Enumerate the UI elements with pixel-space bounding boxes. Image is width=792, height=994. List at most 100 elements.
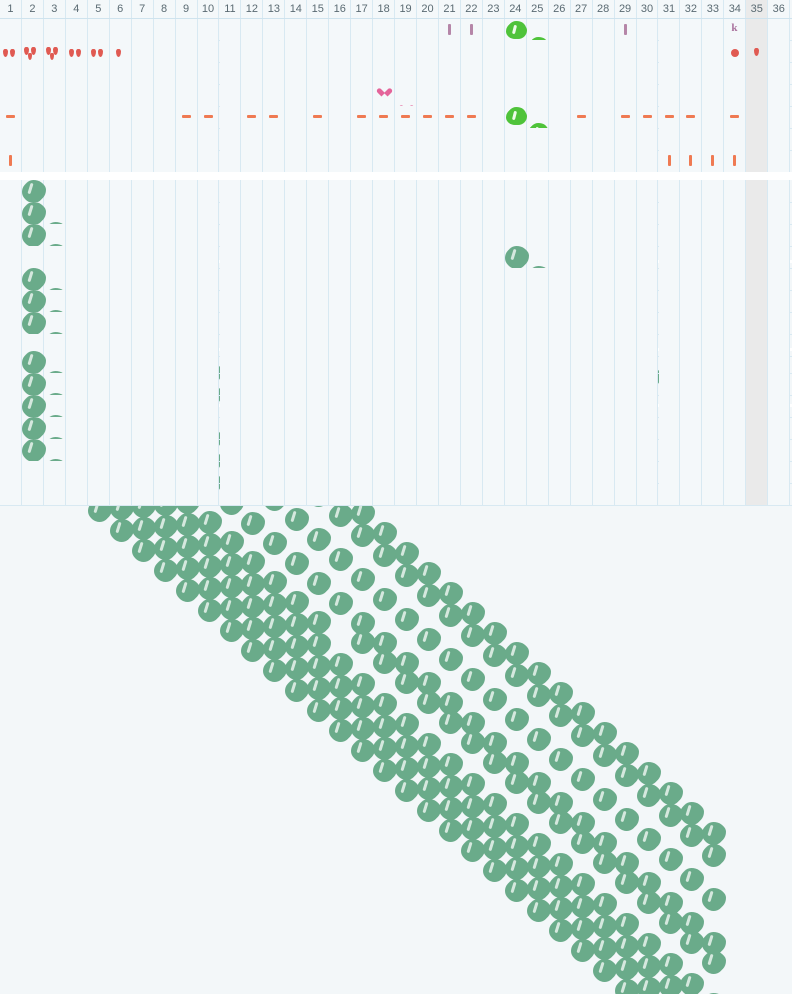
cell[interactable] [658, 128, 681, 150]
scribble-blob[interactable] [681, 803, 703, 823]
cell[interactable] [131, 62, 154, 84]
cell[interactable] [241, 373, 264, 395]
scribble-blob[interactable] [440, 712, 461, 732]
cell[interactable] [175, 128, 198, 150]
cell[interactable] [724, 373, 747, 395]
cell[interactable] [373, 40, 396, 62]
cell[interactable] [197, 224, 220, 246]
cell[interactable] [307, 246, 330, 268]
cell[interactable] [351, 84, 374, 106]
scribble-blob[interactable] [703, 952, 725, 972]
cell[interactable] [570, 439, 593, 461]
cell[interactable] [460, 202, 483, 224]
cell[interactable] [329, 483, 352, 505]
scribble-blob[interactable] [242, 552, 264, 572]
cell[interactable] [351, 334, 374, 356]
scribble-blob[interactable] [461, 669, 483, 689]
cell[interactable] [658, 439, 681, 461]
cell[interactable] [175, 224, 198, 246]
scribble-blob[interactable] [264, 594, 286, 614]
cell[interactable] [153, 373, 176, 395]
cell[interactable] [0, 19, 22, 40]
cell[interactable] [219, 395, 242, 417]
cell[interactable] [285, 246, 308, 268]
cell[interactable] [658, 40, 681, 62]
cell[interactable] [460, 417, 483, 439]
scribble-blob[interactable] [418, 629, 440, 649]
cell[interactable] [417, 128, 439, 150]
scribble-blob[interactable] [396, 672, 418, 692]
cell[interactable] [219, 334, 242, 356]
cell[interactable] [658, 19, 681, 40]
cell[interactable] [548, 290, 571, 312]
cell[interactable] [87, 224, 110, 246]
scribble-blob[interactable] [527, 900, 549, 920]
cell[interactable] [285, 19, 308, 40]
cell[interactable] [746, 268, 769, 290]
cell[interactable] [680, 150, 703, 172]
cell[interactable] [482, 224, 505, 246]
cell[interactable] [570, 202, 593, 224]
scribble-blob[interactable] [242, 513, 264, 533]
cell[interactable] [395, 439, 418, 461]
day-header-4[interactable]: 4 [65, 0, 88, 18]
cell[interactable] [395, 84, 418, 106]
cell[interactable] [526, 417, 549, 439]
cell[interactable] [570, 128, 593, 150]
scribble-blob[interactable] [352, 569, 374, 589]
scribble-blob[interactable] [461, 840, 483, 860]
cell[interactable] [658, 417, 681, 439]
cell[interactable] [724, 461, 747, 483]
cell[interactable] [307, 334, 330, 356]
cell[interactable] [175, 417, 198, 439]
scribble-blob[interactable] [681, 974, 703, 994]
scribble-blob[interactable] [593, 916, 615, 936]
day-header-26[interactable]: 26 [548, 0, 571, 18]
day-header-6[interactable]: 6 [109, 0, 132, 18]
scribble-blob[interactable] [483, 794, 505, 814]
cell[interactable] [21, 62, 44, 84]
cell[interactable] [395, 202, 418, 224]
cell[interactable] [109, 62, 132, 84]
day-header-32[interactable]: 32 [680, 0, 703, 18]
cell[interactable] [329, 128, 352, 150]
scribble-blob[interactable] [440, 583, 461, 603]
cell[interactable] [768, 417, 791, 439]
scribble-blob[interactable] [637, 763, 659, 783]
scribble-blob[interactable] [483, 752, 505, 772]
cell[interactable] [439, 395, 461, 417]
scribble-blob[interactable] [308, 529, 330, 549]
cell[interactable] [175, 40, 198, 62]
scribble-blob[interactable] [593, 894, 615, 914]
cell[interactable] [570, 483, 593, 505]
cell[interactable] [263, 246, 286, 268]
cell[interactable] [219, 84, 242, 106]
cell[interactable] [109, 84, 132, 106]
cell[interactable] [702, 373, 725, 395]
cell[interactable] [570, 417, 593, 439]
cell[interactable] [109, 417, 132, 439]
cell[interactable] [724, 395, 747, 417]
cell[interactable] [614, 461, 637, 483]
cell[interactable] [307, 461, 330, 483]
cell[interactable] [109, 150, 132, 172]
cell[interactable] [460, 395, 483, 417]
cell[interactable] [21, 106, 44, 128]
cell[interactable] [417, 312, 439, 334]
scribble-blob[interactable] [527, 856, 549, 876]
cell[interactable] [724, 62, 747, 84]
scribble-blob[interactable] [374, 633, 396, 653]
cell[interactable] [87, 334, 110, 356]
cell[interactable] [153, 202, 176, 224]
scribble-blob[interactable] [286, 553, 308, 573]
cell[interactable] [0, 334, 22, 356]
cell[interactable] [592, 40, 615, 62]
cell[interactable] [658, 150, 681, 172]
cell[interactable] [175, 84, 198, 106]
cell[interactable] [43, 373, 66, 395]
scribble-blob[interactable] [681, 932, 703, 952]
cell[interactable] [395, 461, 418, 483]
cell[interactable] [658, 290, 681, 312]
cell[interactable] [417, 483, 439, 505]
scribble-blob[interactable] [571, 874, 593, 894]
